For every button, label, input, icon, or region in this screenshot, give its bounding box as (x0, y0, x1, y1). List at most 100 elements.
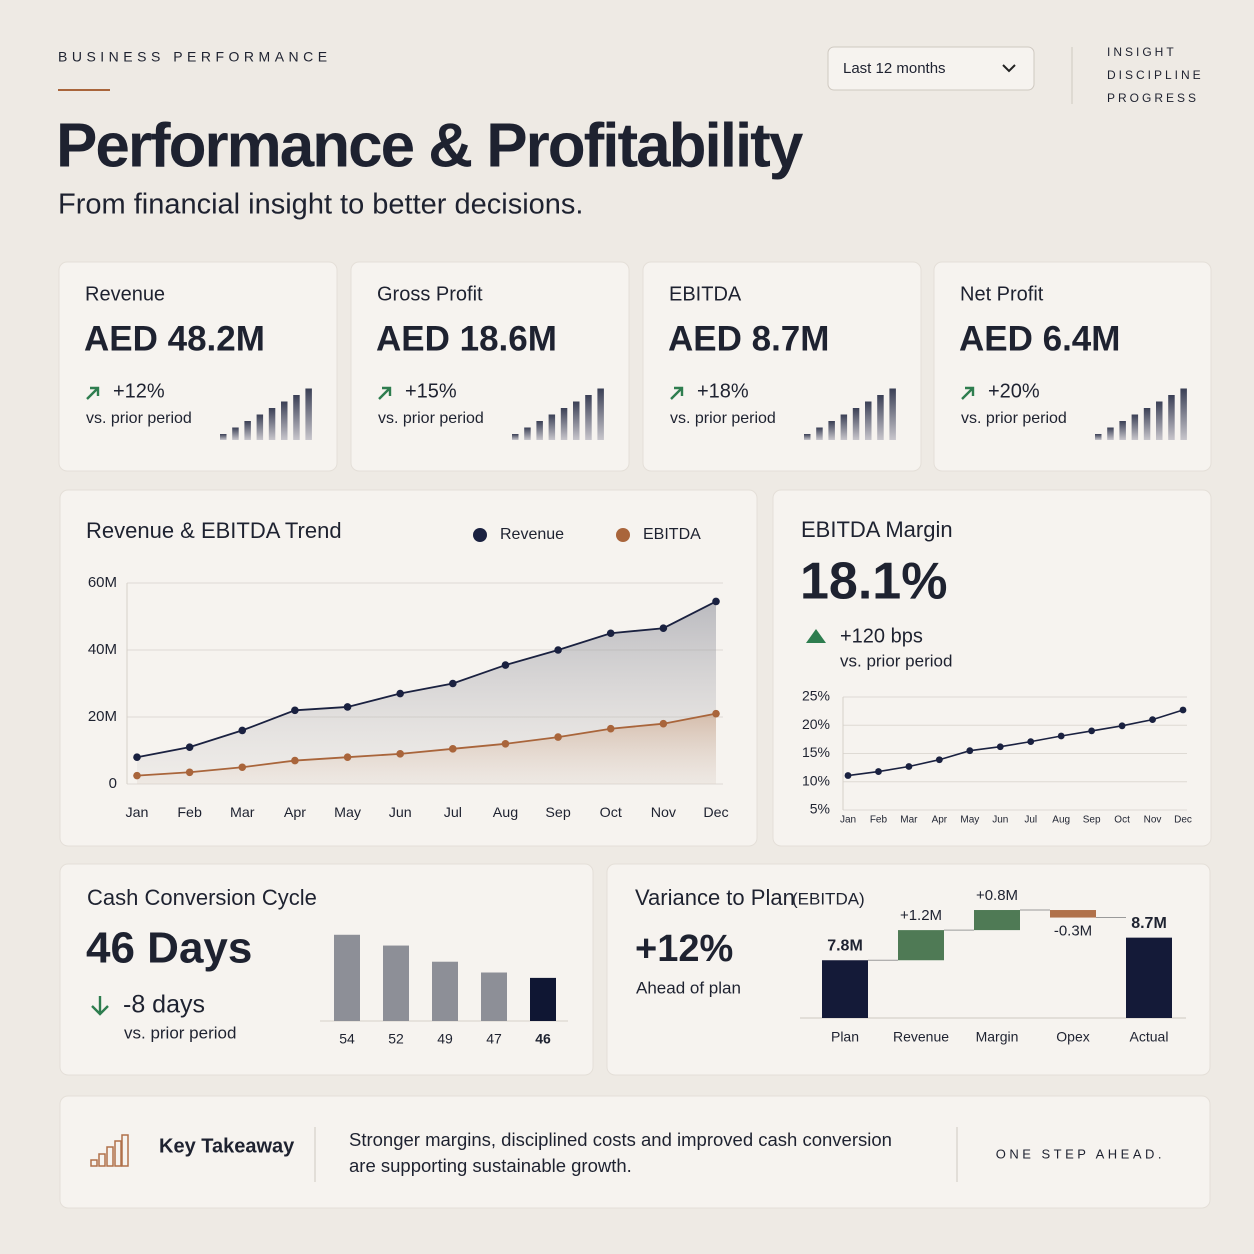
x-tick-label: Jun (992, 815, 1008, 826)
up-arrow (86, 386, 100, 400)
area-fill (137, 713, 716, 784)
data-point (501, 740, 510, 748)
page-title: Performance & Profitability (56, 111, 804, 180)
takeaway-icon-bar (114, 1140, 122, 1167)
series-line (847, 709, 1184, 777)
x-tick-label: Dec (1174, 815, 1192, 826)
sparkline-bar (524, 427, 531, 440)
tagline: PROGRESS (1107, 91, 1199, 105)
bar-label: 54 (339, 1031, 355, 1047)
data-point (185, 768, 194, 777)
card (642, 261, 922, 472)
x-tick-label: Plan (831, 1029, 859, 1045)
card (59, 1095, 1211, 1209)
card-value: 18.1% (800, 553, 947, 611)
bar (432, 961, 458, 1021)
x-tick-label: May (960, 815, 979, 826)
sparkline-bar (865, 401, 872, 440)
sparkline-bar (1180, 388, 1187, 440)
takeaway-heading: Key Takeaway (159, 1135, 295, 1157)
x-tick-label: Jan (840, 815, 856, 826)
dropdown-label[interactable]: Last 12 months (843, 60, 946, 77)
data-point (238, 726, 247, 735)
sparkline-bar (293, 395, 300, 440)
dropdown-chevron[interactable] (1002, 64, 1016, 73)
tagline: INSIGHT (1107, 45, 1177, 59)
x-tick-label: Oct (600, 805, 622, 821)
legend-label: EBITDA (643, 526, 701, 543)
kpi-value: AED 48.2M (84, 319, 265, 358)
sparkline-bar (585, 395, 592, 440)
x-tick-label: May (334, 805, 362, 821)
period-dropdown[interactable]: Last 12 months (827, 46, 1035, 91)
slogan: ONE STEP AHEAD. (996, 1146, 1165, 1161)
kpi-label: Gross Profit (377, 283, 483, 305)
data-point (554, 646, 562, 654)
x-tick-label: Apr (284, 805, 306, 821)
data-point (1057, 732, 1065, 740)
card-title: Variance to Plan (635, 885, 795, 910)
sparkline-bar (560, 408, 568, 440)
card (59, 863, 594, 1076)
data-point (1149, 716, 1156, 723)
card (58, 261, 338, 472)
series-line (136, 712, 717, 777)
data-point (935, 756, 943, 764)
data-point (966, 747, 974, 755)
bar-label: 49 (437, 1031, 453, 1047)
sparkline-bar (268, 408, 276, 440)
dropdown-box[interactable] (827, 46, 1035, 91)
data-point (659, 719, 668, 728)
sparkline-bar (548, 414, 556, 440)
card-qualifier: (EBITDA) (792, 889, 865, 908)
y-tick-label: 5% (810, 801, 830, 817)
bar (383, 945, 409, 1021)
y-tick-label: 15% (802, 744, 830, 760)
data-point (875, 768, 882, 775)
kpi-change: +15% (405, 380, 457, 402)
chart-title: Revenue & EBITDA Trend (86, 518, 342, 543)
sparkline-bar (1131, 414, 1139, 440)
kpi-note: vs. prior period (378, 410, 484, 427)
card-change: -8 days (123, 991, 205, 1019)
card (933, 261, 1212, 472)
data-point (606, 724, 615, 733)
sparkline-bar (597, 388, 604, 440)
takeaway-icon-bar (90, 1159, 98, 1167)
data-point (133, 771, 141, 780)
waterfall-bar (822, 960, 868, 1018)
x-tick-label: Nov (651, 805, 677, 821)
data-point (554, 733, 562, 741)
value-label: +1.2M (900, 907, 942, 924)
y-tick-label: 10% (802, 772, 830, 788)
card-value: 46 Days (86, 924, 252, 973)
takeaway-icon-bar (98, 1153, 106, 1167)
card-note: vs. prior period (124, 1023, 236, 1042)
bar (481, 972, 507, 1021)
takeaway-text: are supporting sustainable growth. (349, 1155, 632, 1176)
x-tick-label: Jul (444, 805, 462, 821)
x-tick-label: Sep (1083, 815, 1101, 826)
data-point (1088, 727, 1096, 735)
bar-label: 46 (535, 1031, 551, 1047)
sparkline-bar (305, 388, 312, 440)
value-label: 8.7M (1131, 915, 1167, 932)
takeaway-icon-bar (121, 1134, 129, 1167)
kpi-note: vs. prior period (670, 410, 776, 427)
sparkline-bar (256, 414, 264, 440)
data-point (238, 763, 247, 772)
data-point (449, 745, 457, 753)
sparkline-bar (232, 427, 239, 440)
page-subtitle: From financial insight to better decisio… (58, 189, 583, 221)
card-note: vs. prior period (840, 651, 952, 670)
legend-swatch (473, 528, 487, 542)
data-point (291, 756, 299, 765)
kpi-change: +20% (988, 380, 1040, 402)
data-point (606, 629, 615, 638)
kpi-note: vs. prior period (961, 410, 1067, 427)
x-tick-label: Jun (389, 805, 412, 821)
x-tick-label: Feb (177, 805, 202, 821)
data-point (343, 753, 352, 761)
card (772, 489, 1212, 847)
